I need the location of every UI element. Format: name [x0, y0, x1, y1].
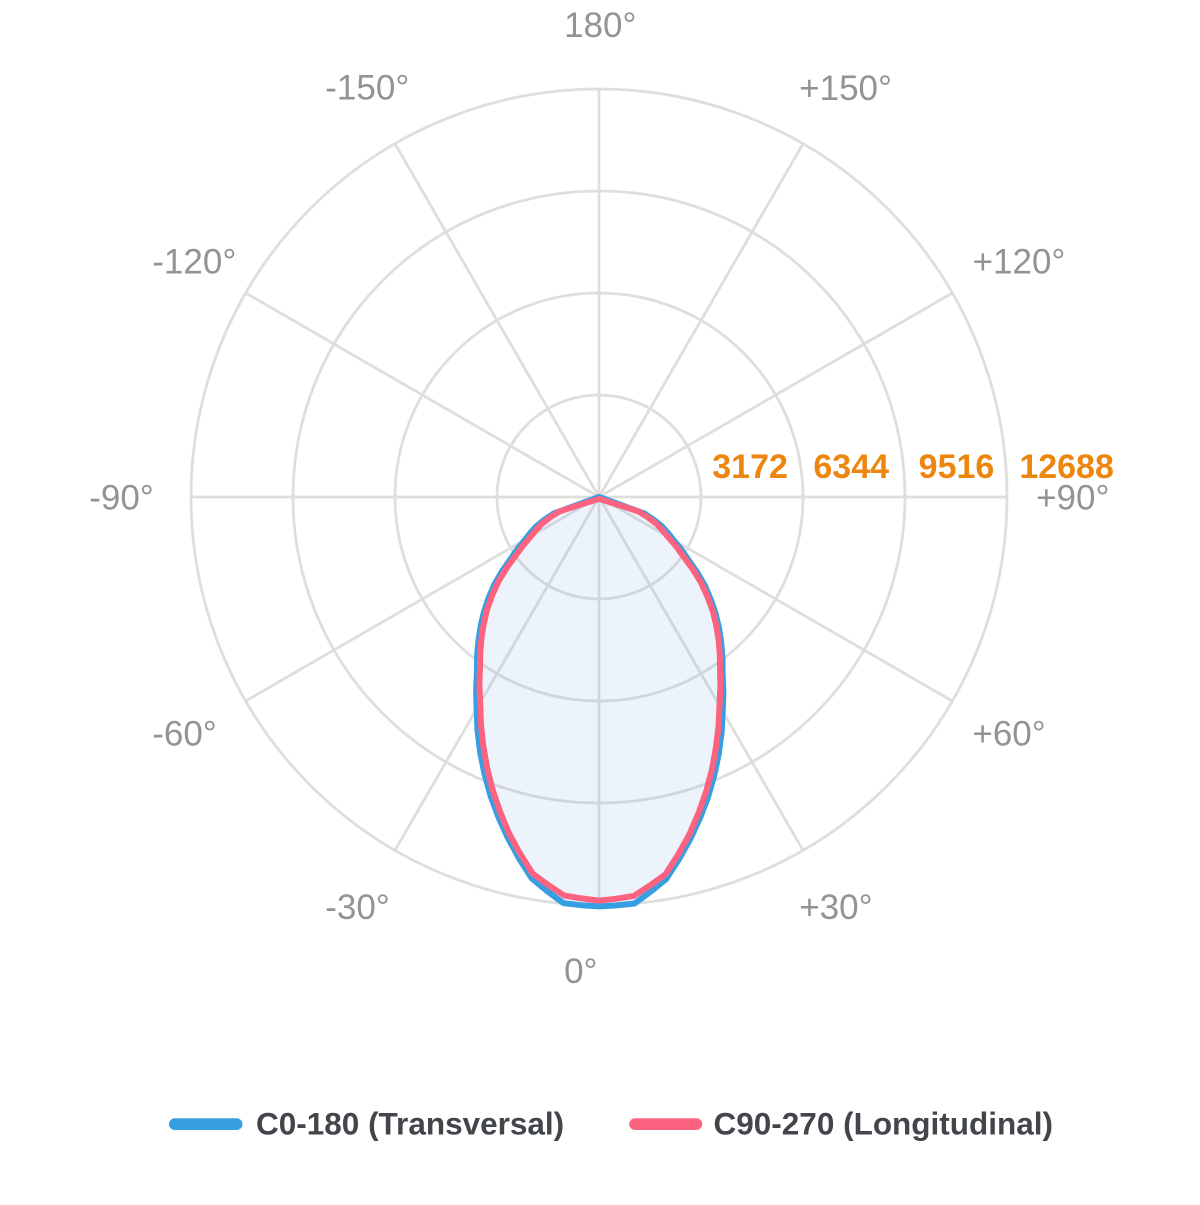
svg-text:+90°: +90° [1036, 479, 1109, 518]
svg-text:12688: 12688 [1019, 448, 1114, 486]
svg-text:+30°: +30° [799, 888, 872, 927]
svg-text:3172: 3172 [712, 448, 788, 486]
svg-text:-150°: -150° [325, 69, 409, 108]
svg-text:-30°: -30° [325, 888, 390, 927]
svg-text:+120°: +120° [973, 243, 1066, 282]
svg-text:+150°: +150° [799, 69, 892, 108]
svg-text:-90°: -90° [89, 479, 154, 518]
svg-text:6344: 6344 [813, 448, 889, 486]
svg-text:9516: 9516 [919, 448, 995, 486]
svg-text:0°: 0° [564, 952, 597, 991]
svg-text:-120°: -120° [152, 243, 236, 282]
svg-text:C0-180 (Transversal): C0-180 (Transversal) [256, 1106, 564, 1142]
svg-text:180°: 180° [564, 6, 636, 45]
svg-text:+60°: +60° [972, 715, 1045, 754]
svg-text:-60°: -60° [152, 715, 217, 754]
svg-text:C90-270 (Longitudinal): C90-270 (Longitudinal) [714, 1106, 1054, 1142]
